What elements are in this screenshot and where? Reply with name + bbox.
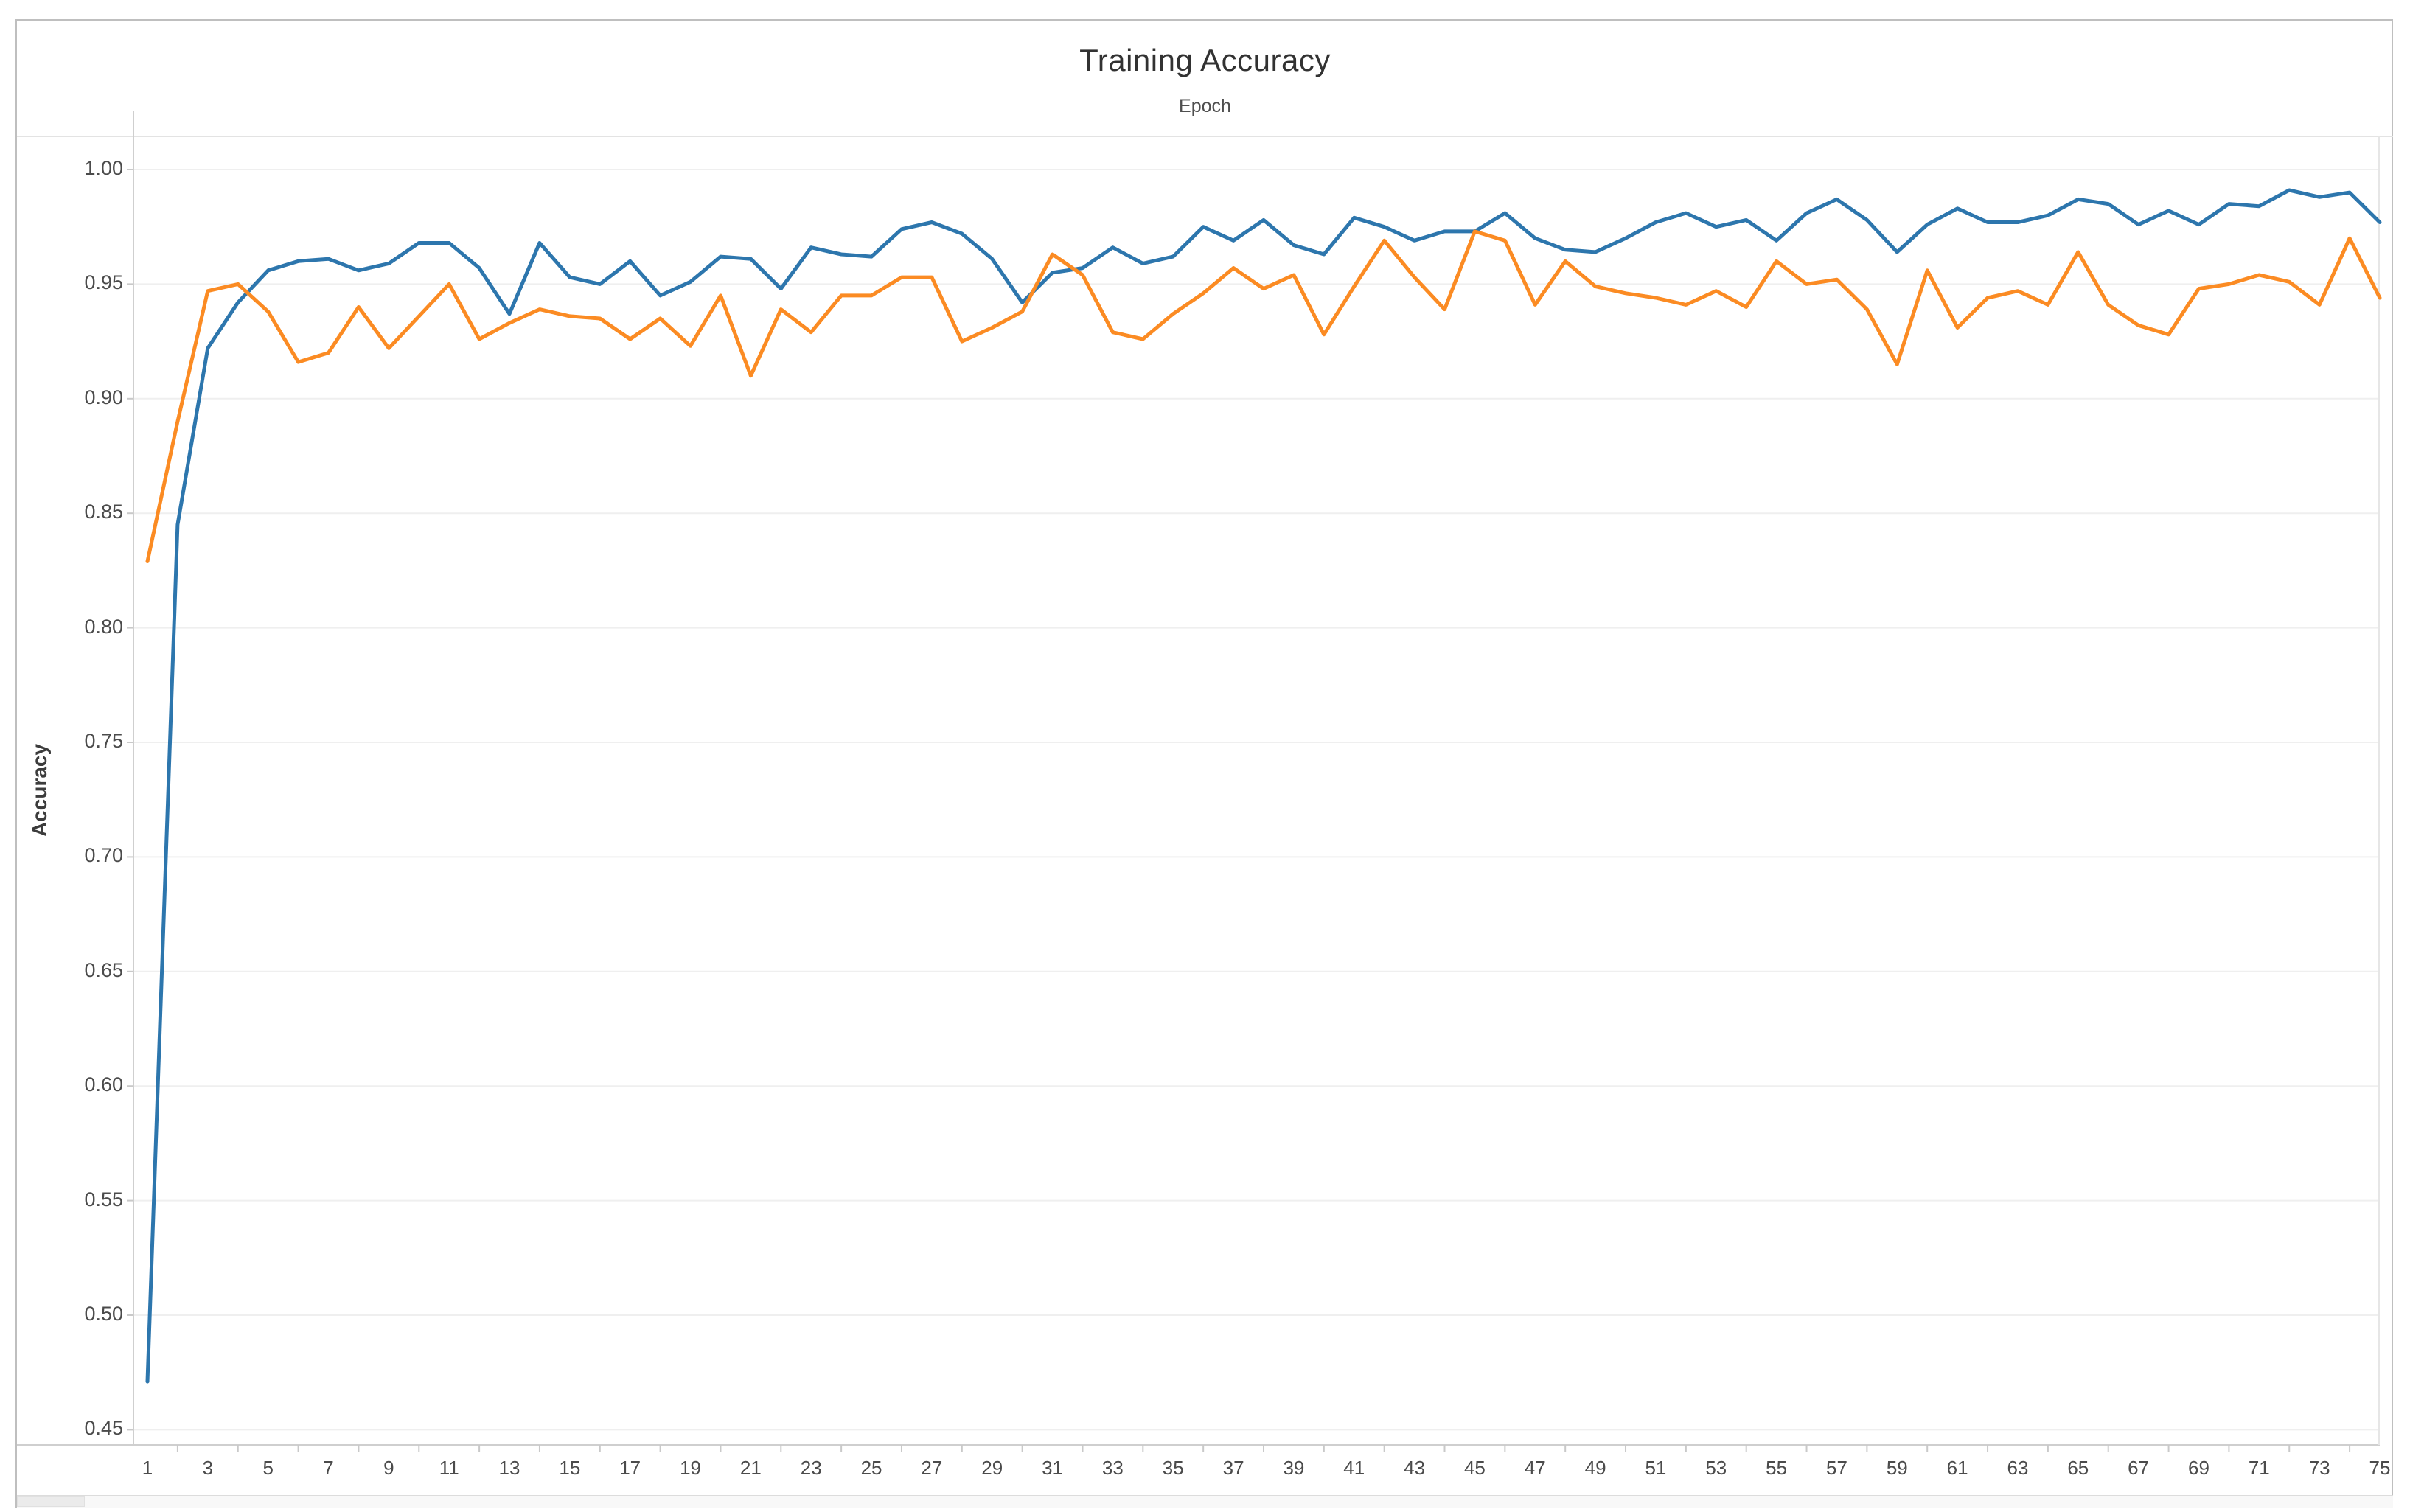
x-tick-label: 7 bbox=[323, 1457, 334, 1479]
y-tick-label: 0.45 bbox=[84, 1417, 123, 1440]
y-tick-label: 0.50 bbox=[84, 1303, 123, 1325]
x-tick-label: 71 bbox=[2248, 1457, 2270, 1479]
x-tick-label: 73 bbox=[2308, 1457, 2330, 1479]
x-tick-label: 63 bbox=[2007, 1457, 2029, 1479]
y-tick-label: 0.75 bbox=[84, 730, 123, 752]
horizontal-scrollbar-thumb[interactable] bbox=[17, 1496, 85, 1507]
x-tick-label: 61 bbox=[1946, 1457, 1968, 1479]
x-tick-label: 13 bbox=[498, 1457, 520, 1479]
x-tick-label: 33 bbox=[1101, 1457, 1124, 1479]
x-tick-label: 17 bbox=[619, 1457, 641, 1479]
x-tick-label: 35 bbox=[1162, 1457, 1184, 1479]
chart-title: Training Accuracy bbox=[1079, 43, 1331, 77]
y-tick-label: 0.60 bbox=[84, 1073, 123, 1096]
y-tick-label: 0.70 bbox=[84, 844, 123, 867]
x-tick-label: 1 bbox=[142, 1457, 153, 1479]
x-tick-label: 69 bbox=[2188, 1457, 2209, 1479]
x-tick-label: 27 bbox=[921, 1457, 943, 1479]
y-tick-label: 0.55 bbox=[84, 1188, 123, 1210]
x-tick-label: 11 bbox=[439, 1457, 459, 1479]
x-tick-label: 51 bbox=[1645, 1457, 1667, 1479]
x-tick-label: 53 bbox=[1705, 1457, 1727, 1479]
y-tick-label: 0.80 bbox=[84, 615, 123, 638]
x-tick-label: 65 bbox=[2067, 1457, 2089, 1479]
x-tick-label: 21 bbox=[739, 1457, 762, 1479]
y-tick-label: 0.85 bbox=[84, 501, 123, 523]
y-tick-label: 0.95 bbox=[84, 271, 123, 294]
x-tick-label: 19 bbox=[680, 1457, 701, 1479]
x-tick-label: 49 bbox=[1584, 1457, 1606, 1479]
x-tick-label: 43 bbox=[1404, 1457, 1426, 1479]
x-tick-label: 37 bbox=[1222, 1457, 1244, 1479]
header-divider bbox=[17, 136, 2393, 137]
y-tick-label: 0.90 bbox=[84, 386, 123, 408]
x-axis-title: Epoch bbox=[1179, 96, 1231, 116]
x-tick-label: 5 bbox=[262, 1457, 274, 1479]
horizontal-scrollbar-track[interactable] bbox=[17, 1495, 2393, 1508]
x-tick-label: 29 bbox=[981, 1457, 1003, 1479]
x-tick-label: 39 bbox=[1283, 1457, 1305, 1479]
x-tick-label: 41 bbox=[1343, 1457, 1365, 1479]
x-tick-label: 25 bbox=[860, 1457, 882, 1479]
x-tick-label: 23 bbox=[800, 1457, 822, 1479]
series-blue-line[interactable] bbox=[145, 188, 2382, 1384]
x-tick-label: 59 bbox=[1886, 1457, 1908, 1479]
y-tick-label: 1.00 bbox=[84, 157, 123, 179]
chart-frame bbox=[15, 19, 2393, 1508]
x-tick-label: 3 bbox=[202, 1457, 214, 1479]
x-tick-label: 31 bbox=[1042, 1457, 1064, 1479]
x-tick-label: 55 bbox=[1766, 1457, 1788, 1479]
series-orange-line[interactable] bbox=[145, 229, 2382, 563]
x-tick-label: 15 bbox=[559, 1457, 581, 1479]
x-tick-label: 57 bbox=[1825, 1457, 1847, 1479]
x-tick-label: 67 bbox=[2128, 1457, 2150, 1479]
x-tick-label: 47 bbox=[1524, 1457, 1546, 1479]
y-tick-label: 0.65 bbox=[84, 958, 123, 981]
x-tick-label: 75 bbox=[2369, 1457, 2391, 1479]
x-tick-label: 9 bbox=[383, 1457, 394, 1479]
x-tick-label: 45 bbox=[1463, 1457, 1486, 1479]
